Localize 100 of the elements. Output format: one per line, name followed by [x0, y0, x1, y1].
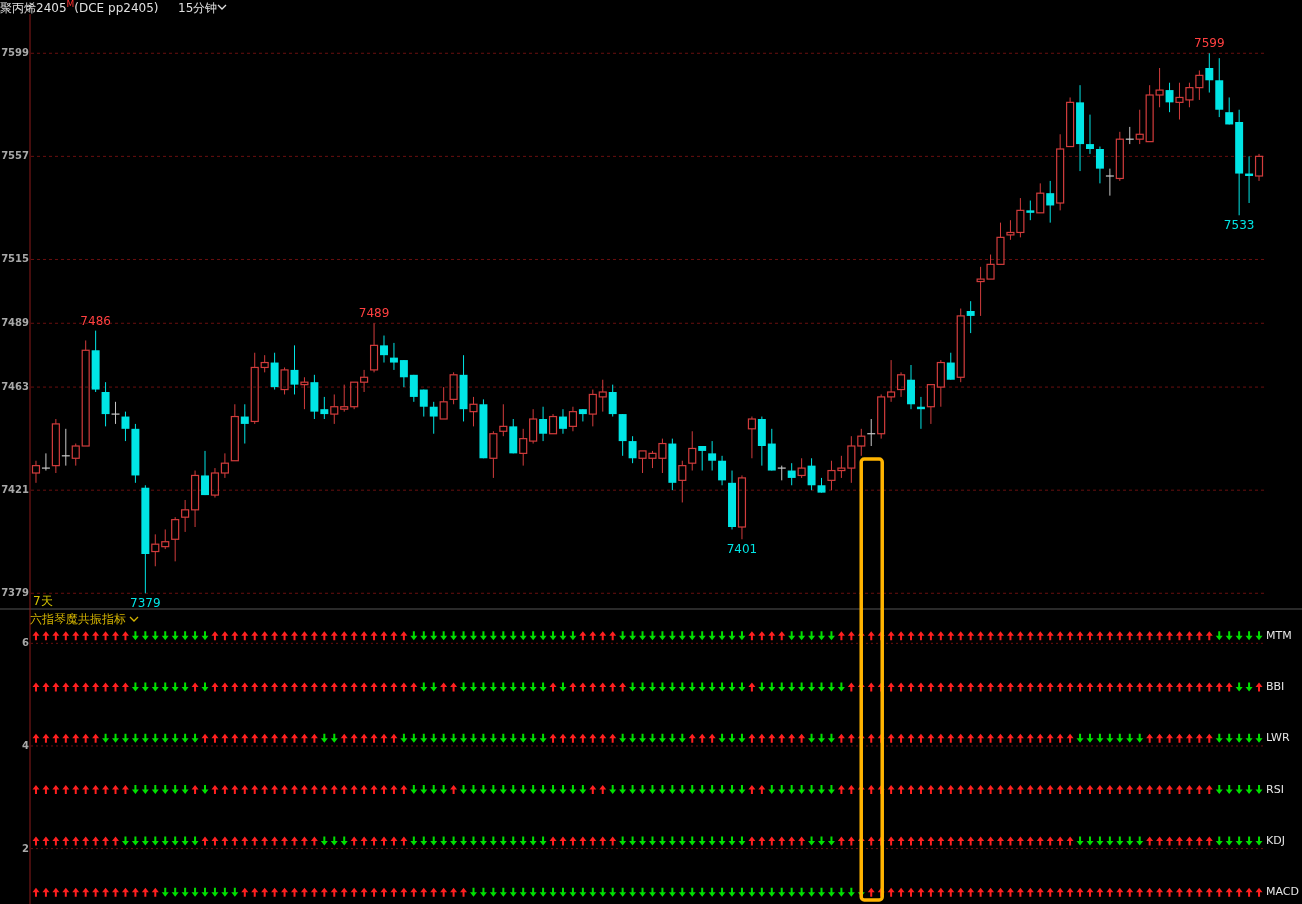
- candlestick: [51, 418, 60, 474]
- y-tick-label: 7379: [1, 587, 30, 599]
- candlestick: [688, 430, 697, 472]
- y-tick-label: 6: [22, 637, 30, 649]
- series-label: KDJ: [1266, 833, 1285, 847]
- candlestick: [807, 457, 816, 491]
- y-tick-label: 7515: [1, 253, 30, 265]
- candlestick: [1165, 82, 1174, 113]
- series-label: BBI: [1266, 679, 1285, 693]
- candlestick: [1066, 96, 1075, 148]
- candlestick: [320, 396, 329, 420]
- series-label: RSI: [1266, 782, 1284, 796]
- annotation: 7489: [358, 306, 390, 321]
- chart-title: 六指琴魔共振指标: [30, 612, 126, 626]
- candlestick: [608, 384, 617, 418]
- candlestick: [1026, 200, 1035, 221]
- candlestick: [399, 359, 408, 388]
- candlestick: [101, 381, 110, 427]
- candlestick: [747, 416, 756, 459]
- candlestick: [31, 460, 41, 484]
- candlestick: [121, 411, 130, 442]
- annotation: 7401: [726, 542, 758, 557]
- annotation: 7599: [1194, 36, 1225, 51]
- candlestick: [887, 359, 896, 403]
- candlestick: [529, 408, 538, 445]
- candlestick: [1086, 114, 1094, 155]
- candlestick: [171, 516, 180, 562]
- candlestick: [340, 384, 349, 413]
- candlestick: [350, 381, 359, 410]
- candlestick: [499, 403, 508, 437]
- candlestick: [797, 457, 806, 479]
- candlestick: [161, 528, 170, 550]
- candlestick: [966, 300, 975, 334]
- candlestick: [896, 371, 906, 398]
- series-label: LWR: [1266, 731, 1290, 745]
- candlestick: [240, 403, 249, 445]
- candlestick: [360, 369, 369, 393]
- candlestick: [41, 452, 50, 472]
- candlestick: [1046, 180, 1055, 224]
- candlestick: [469, 396, 478, 427]
- candlestick: [548, 413, 558, 435]
- annotation: 7533: [1223, 218, 1255, 233]
- candlestick: [389, 342, 398, 371]
- candlestick: [1205, 52, 1214, 94]
- candlestick: [698, 445, 707, 472]
- candlestick: [81, 339, 90, 447]
- series-label: MTM: [1266, 628, 1292, 642]
- candlestick: [369, 322, 379, 373]
- candlestick: [230, 403, 239, 462]
- candlestick: [857, 428, 866, 457]
- y-tick-label: 4: [22, 739, 30, 751]
- chart-title: 聚丙烯2405$^{M}$(DCE pp2405): [0, 0, 159, 15]
- candlestick: [1115, 131, 1124, 182]
- y-tick-label: 7463: [1, 381, 30, 393]
- candlestick: [151, 533, 160, 567]
- annotation: 7379: [130, 596, 161, 611]
- candlestick: [380, 335, 388, 364]
- candlestick: [1254, 153, 1264, 182]
- y-tick-label: 7599: [1, 47, 30, 59]
- candlestick: [201, 450, 209, 496]
- y-tick-label: 7421: [1, 484, 30, 496]
- candlestick: [181, 499, 190, 533]
- candlestick: [190, 470, 200, 528]
- candlestick: [429, 401, 438, 435]
- chart-subtitle: 15分钟: [178, 1, 218, 15]
- candlestick: [877, 393, 886, 440]
- annotation: 7486: [80, 313, 111, 328]
- candlestick: [519, 428, 528, 467]
- candlestick: [220, 452, 229, 479]
- candlestick: [598, 379, 607, 413]
- candlestick: [718, 455, 727, 486]
- candlestick: [737, 474, 747, 540]
- y-tick-label: 7557: [1, 150, 30, 162]
- candlestick: [1105, 168, 1114, 197]
- candlestick: [260, 354, 269, 373]
- candlestick: [210, 467, 220, 499]
- annotation: 7天: [33, 594, 53, 608]
- candlestick: [946, 352, 955, 381]
- y-tick-label: 2: [22, 842, 30, 854]
- candlestick: [678, 460, 687, 503]
- candlestick: [419, 389, 428, 418]
- candlestick: [489, 430, 498, 479]
- candlestick: [708, 440, 717, 472]
- candlestick: [1056, 133, 1065, 211]
- candlestick: [439, 386, 448, 420]
- series-label: MACD: [1266, 885, 1299, 899]
- candlestick: [111, 401, 120, 425]
- candlestick: [559, 408, 567, 435]
- candlestick: [578, 408, 587, 422]
- candlestick: [300, 376, 309, 410]
- candlestick: [936, 359, 945, 408]
- candlestick: [1225, 96, 1234, 125]
- candlestick: [250, 352, 259, 425]
- candlestick: [628, 435, 637, 464]
- candlestick: [1135, 109, 1144, 145]
- candlestick: [330, 393, 339, 425]
- candlestick: [568, 406, 577, 432]
- candlestick: [1095, 146, 1104, 184]
- y-tick-label: 7489: [1, 317, 30, 329]
- candlestick: [539, 406, 548, 442]
